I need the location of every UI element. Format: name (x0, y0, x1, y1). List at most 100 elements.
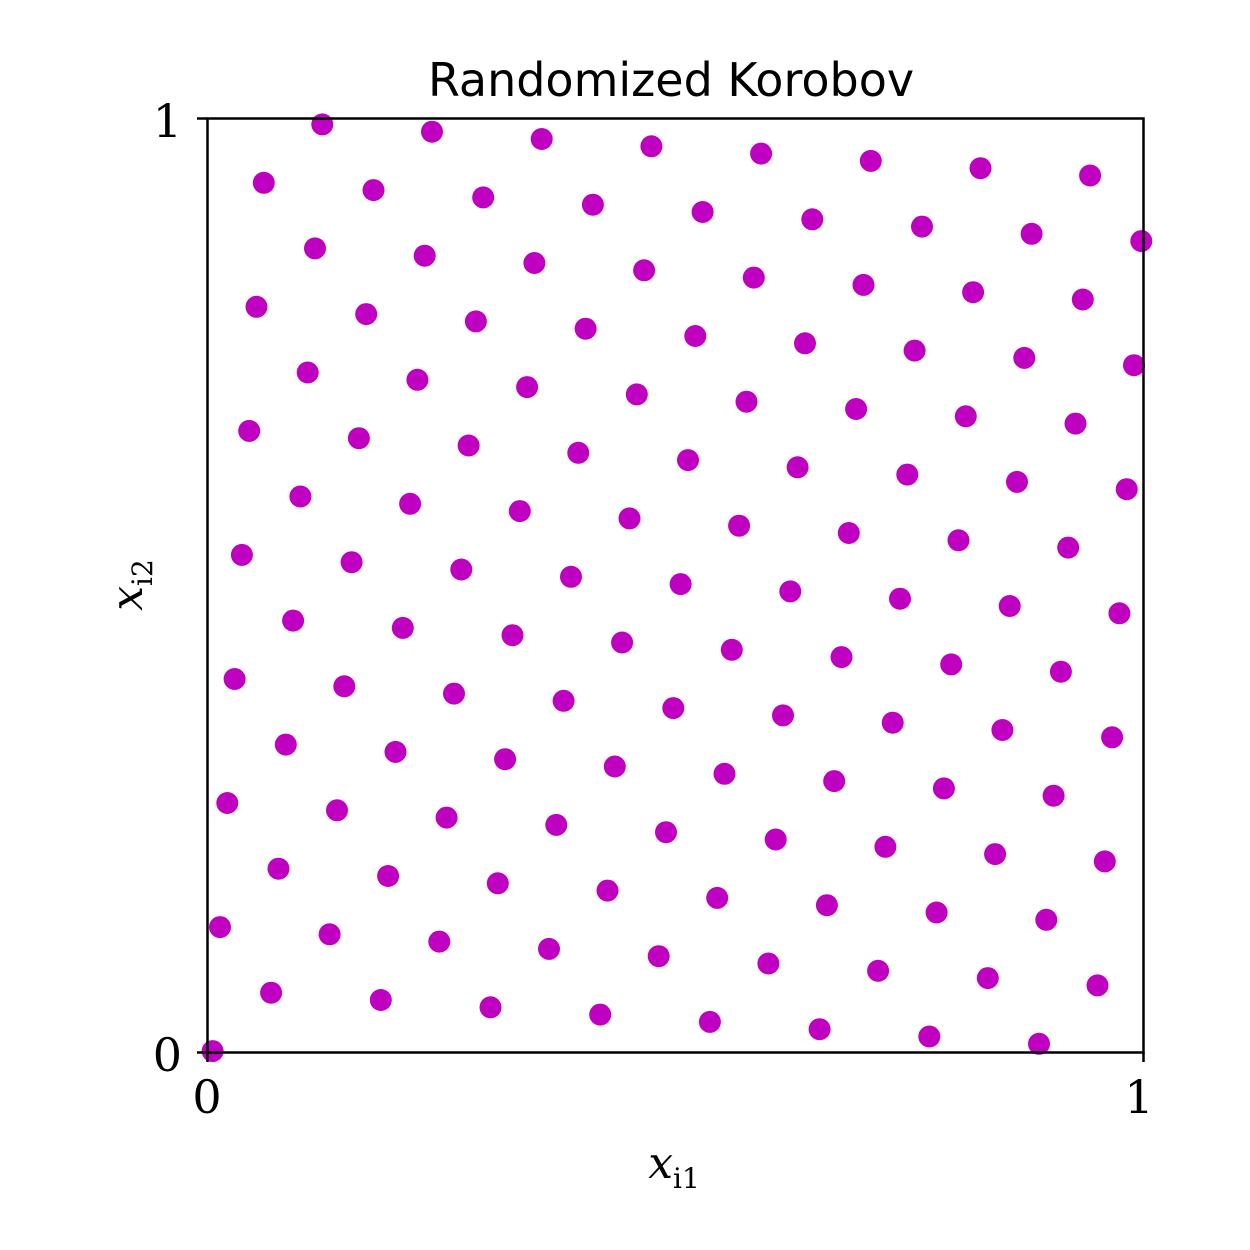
y-tick-label-1: 1 (153, 94, 182, 148)
data-point (845, 398, 868, 420)
data-point (779, 580, 802, 603)
data-point (479, 996, 502, 1019)
y-tick-label-0: 0 (153, 1028, 182, 1082)
data-point (669, 573, 692, 596)
data-point (903, 339, 926, 362)
data-point (976, 967, 999, 990)
data-point (355, 303, 378, 326)
data-point (881, 711, 904, 734)
data-point (1013, 346, 1036, 369)
data-point (267, 857, 290, 880)
data-point (896, 463, 919, 486)
data-point (998, 595, 1021, 617)
data-point (611, 631, 634, 654)
data-point (340, 551, 363, 574)
data-point (1071, 288, 1094, 311)
data-point (581, 193, 604, 216)
data-point (486, 872, 509, 895)
data-point (333, 675, 356, 698)
data-point (282, 609, 305, 632)
data-point (874, 835, 897, 858)
data-point (216, 792, 239, 814)
data-point (830, 646, 853, 669)
data-point (706, 886, 729, 909)
data-point (252, 171, 275, 194)
data-point (633, 259, 656, 282)
data-point (538, 937, 560, 960)
data-point (837, 522, 860, 544)
data-point (516, 376, 539, 399)
data-point (969, 157, 992, 180)
data-point (940, 653, 963, 676)
data-point (245, 295, 268, 318)
plot-frame (206, 117, 1145, 1054)
data-point (764, 828, 787, 851)
data-point (238, 419, 261, 442)
data-point (377, 865, 400, 887)
data-point (1130, 230, 1153, 253)
data-point (523, 252, 546, 274)
data-point (230, 543, 253, 566)
data-point (603, 755, 626, 778)
data-point (655, 821, 677, 844)
data-point (1028, 1032, 1050, 1055)
data-point (311, 113, 334, 136)
data-point (1020, 222, 1043, 245)
data-point (618, 507, 641, 530)
data-point (757, 952, 780, 975)
data-point (260, 981, 283, 1004)
data-point (1115, 478, 1138, 501)
data-point (1101, 726, 1124, 749)
data-point (772, 704, 794, 727)
data-point (815, 894, 838, 917)
data-point (326, 799, 348, 822)
data-point (647, 945, 670, 968)
data-point (1057, 536, 1080, 559)
data-point (347, 427, 370, 450)
data-point (684, 325, 707, 347)
data-point (589, 1003, 612, 1026)
data-point (662, 697, 685, 720)
data-point (304, 237, 326, 260)
data-point (369, 989, 392, 1011)
data-point (852, 273, 875, 296)
data-point (274, 733, 297, 756)
data-point (560, 565, 582, 588)
data-point (501, 624, 524, 647)
data-point (545, 813, 568, 836)
data-point (947, 529, 970, 552)
data-point (384, 740, 407, 763)
data-point (443, 682, 465, 705)
data-point (296, 361, 319, 384)
data-point (954, 405, 977, 428)
x-tick-label-1: 1 (1124, 1070, 1153, 1124)
x-tick-label-0: 0 (192, 1070, 221, 1124)
data-point (786, 456, 809, 479)
data-point (209, 916, 231, 939)
data-point (1035, 908, 1058, 931)
data-point (457, 434, 480, 457)
data-point (801, 208, 824, 231)
data-point (889, 587, 911, 610)
data-point (472, 186, 495, 209)
data-point (625, 383, 648, 406)
data-point (1086, 974, 1109, 997)
data-point (399, 492, 422, 515)
data-point (530, 128, 553, 150)
data-point (925, 901, 948, 924)
data-point (991, 719, 1014, 741)
data-point (808, 1018, 831, 1041)
data-point (413, 244, 436, 267)
data-point (750, 142, 773, 165)
data-point (318, 923, 341, 946)
data-point (391, 616, 414, 639)
data-point (1064, 412, 1087, 435)
data-point (713, 762, 736, 785)
data-points (201, 113, 1153, 1063)
data-point (640, 135, 663, 158)
data-point (567, 441, 590, 464)
data-point (464, 310, 487, 333)
data-point (428, 930, 451, 953)
data-point (596, 879, 619, 902)
